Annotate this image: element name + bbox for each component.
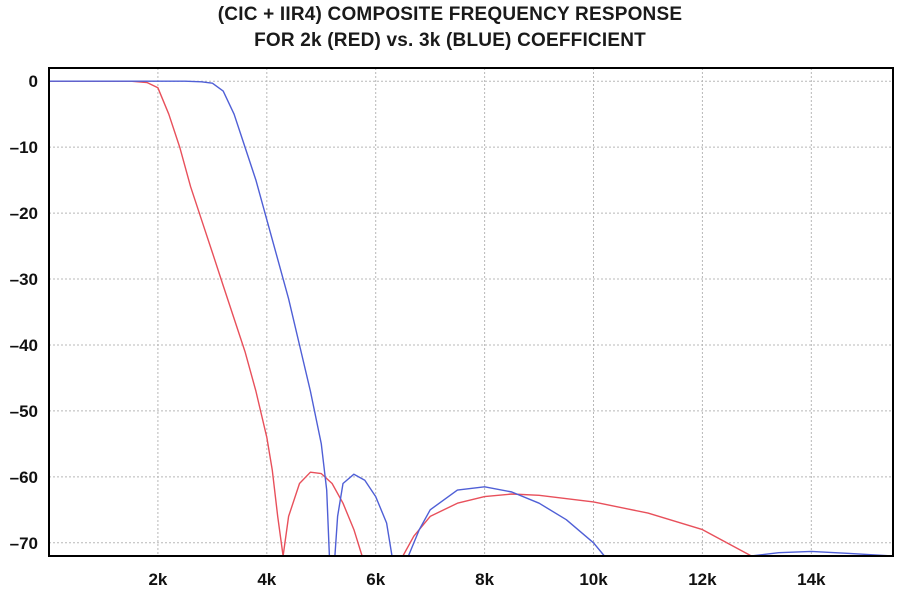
y-tick-label: 0 — [29, 72, 38, 91]
series-1-line — [402, 493, 753, 557]
y-tick-label: –40 — [10, 336, 38, 355]
series-1-line — [282, 471, 363, 557]
grid-lines — [49, 68, 893, 556]
series-2-line — [750, 550, 894, 557]
y-tick-label: –10 — [10, 138, 38, 157]
chart-subtitle: FOR 2k (RED) vs. 3k (BLUE) COEFFICIENT — [254, 30, 646, 51]
y-tick-label: –70 — [10, 534, 38, 553]
x-tick-label: 2k — [148, 570, 167, 589]
series-lines — [48, 80, 894, 557]
series-2-line — [48, 80, 331, 557]
plot-area — [49, 68, 893, 556]
plot-frame — [48, 67, 894, 557]
y-tick-label: –50 — [10, 402, 38, 421]
y-axis: 0 –10 –20 –30 –40 –50 –60 –70 — [10, 72, 38, 553]
x-tick-label: 8k — [475, 570, 494, 589]
y-tick-label: –60 — [10, 468, 38, 487]
x-tick-label: 14k — [797, 570, 826, 589]
x-axis: 2k 4k 6k 8k 10k 12k 14k — [148, 570, 826, 589]
series-2-line — [407, 486, 606, 557]
x-tick-label: 6k — [366, 570, 385, 589]
series-1-line — [48, 80, 284, 557]
x-tick-label: 10k — [579, 570, 608, 589]
series-2-line — [334, 473, 393, 557]
y-tick-label: –30 — [10, 270, 38, 289]
x-tick-label: 12k — [688, 570, 717, 589]
y-tick-label: –20 — [10, 204, 38, 223]
chart-title: (CIC + IIR4) COMPOSITE FREQUENCY RESPONS… — [217, 4, 683, 25]
x-tick-label: 4k — [257, 570, 276, 589]
